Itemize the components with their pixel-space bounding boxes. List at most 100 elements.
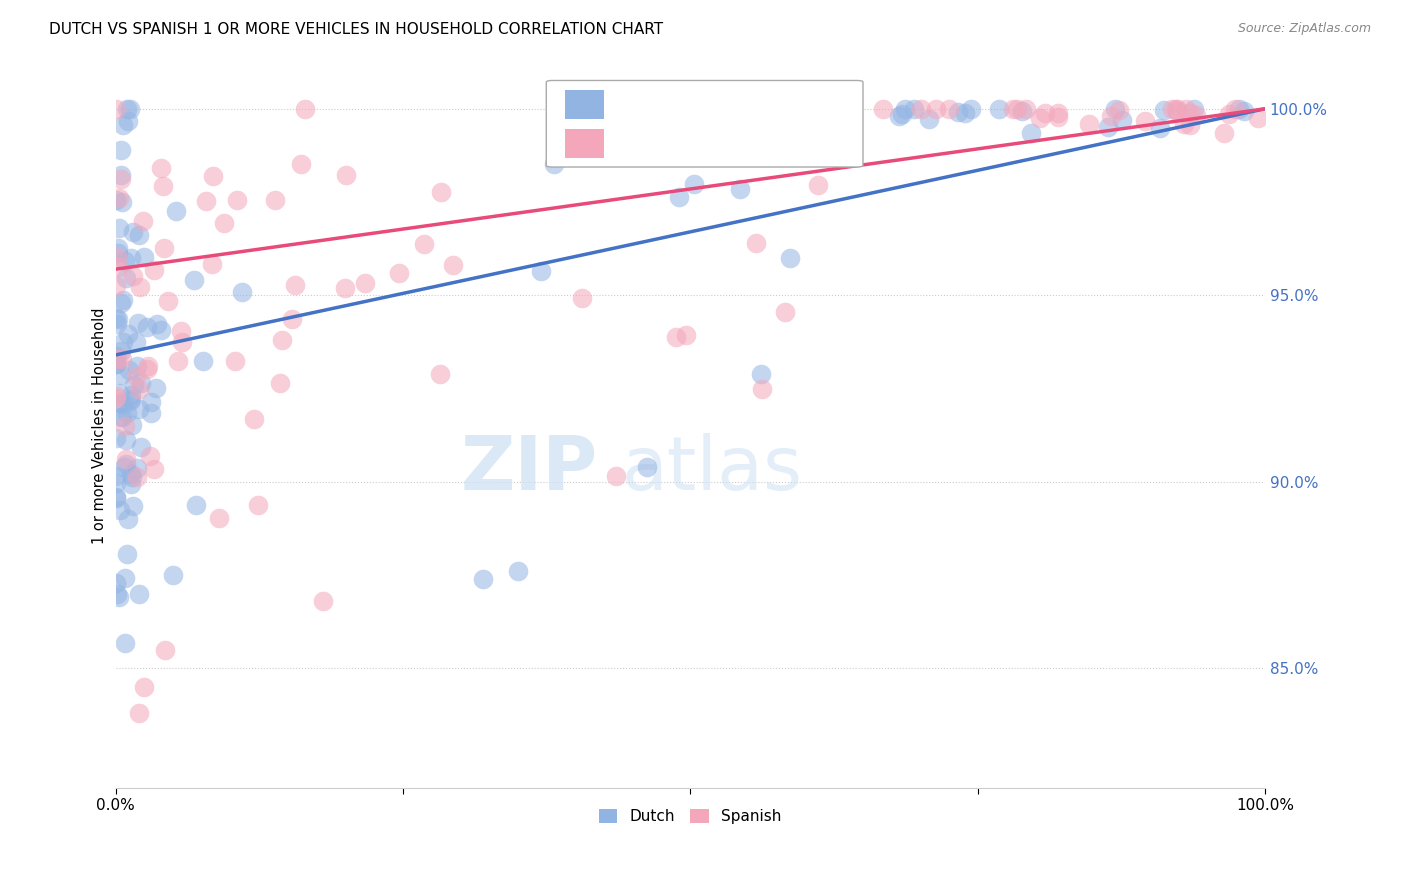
Point [166, 353, 188, 368]
Point [105, 317, 128, 331]
Point [121, 417, 143, 432]
Point [115, 271, 138, 285]
Point [1173, 117, 1195, 131]
Point [107, 312, 129, 326]
Point [120, 387, 142, 401]
Point [105, 278, 128, 293]
Point [194, 194, 217, 209]
Point [1166, 102, 1188, 116]
Point [335, 168, 357, 182]
Point [108, 191, 131, 205]
Point [1225, 102, 1247, 116]
Point [104, 389, 127, 403]
Text: atlas: atlas [621, 433, 803, 506]
Point [122, 225, 145, 239]
Point [105, 490, 128, 504]
Point [668, 190, 690, 204]
Point [107, 260, 129, 275]
Point [208, 510, 231, 524]
Point [114, 636, 136, 650]
Point [107, 246, 129, 260]
Point [117, 512, 139, 526]
Point [128, 587, 150, 601]
Point [1178, 118, 1201, 132]
Point [224, 353, 246, 368]
Point [156, 294, 179, 309]
Point [749, 368, 772, 382]
Y-axis label: 1 or more Vehicles in Household: 1 or more Vehicles in Household [93, 308, 107, 544]
Point [105, 311, 128, 326]
Point [335, 281, 357, 295]
Point [115, 433, 138, 447]
Point [170, 325, 193, 339]
Point [1019, 127, 1042, 141]
Point [110, 344, 132, 359]
Point [122, 499, 145, 513]
Point [136, 319, 159, 334]
Point [120, 251, 142, 265]
Point [134, 680, 156, 694]
Point [910, 102, 932, 116]
Point [918, 112, 941, 127]
Point [111, 397, 134, 411]
Point [872, 102, 894, 116]
Point [1166, 102, 1188, 116]
Point [894, 102, 917, 116]
Point [105, 250, 128, 264]
Point [1178, 105, 1201, 120]
Point [115, 452, 138, 467]
Point [1035, 106, 1057, 120]
Point [1111, 112, 1133, 127]
Point [1166, 103, 1188, 118]
Point [938, 102, 960, 116]
Point [1108, 103, 1130, 118]
Point [1005, 102, 1028, 116]
Point [281, 311, 304, 326]
Point [153, 643, 176, 657]
Point [294, 102, 316, 116]
Point [152, 241, 174, 255]
Point [104, 352, 127, 367]
Point [139, 395, 162, 409]
Point [170, 335, 193, 350]
Point [111, 410, 134, 425]
Point [1047, 106, 1070, 120]
Point [683, 178, 706, 192]
Point [104, 391, 127, 405]
Point [166, 203, 188, 218]
Point [117, 327, 139, 342]
Point [136, 359, 159, 374]
Point [429, 367, 451, 381]
Point [1011, 104, 1033, 119]
Point [128, 401, 150, 416]
Point [543, 157, 565, 171]
Point [115, 406, 138, 420]
Point [243, 412, 266, 426]
Point [271, 333, 294, 347]
Point [129, 280, 152, 294]
Point [832, 102, 855, 116]
Point [1232, 104, 1254, 119]
Point [149, 161, 172, 175]
Point [1028, 112, 1050, 126]
Point [1077, 117, 1099, 131]
Point [111, 118, 134, 132]
Point [797, 104, 820, 119]
Point [269, 376, 291, 390]
Point [1174, 102, 1197, 116]
Point [246, 498, 269, 512]
Point [105, 586, 128, 600]
Point [1182, 102, 1205, 116]
Point [388, 266, 411, 280]
Point [152, 179, 174, 194]
Point [105, 575, 128, 590]
Point [145, 317, 167, 331]
Point [105, 431, 128, 445]
Point [110, 368, 132, 382]
Point [127, 461, 149, 475]
Point [1185, 108, 1208, 122]
Point [413, 237, 436, 252]
Point [139, 449, 162, 463]
Point [430, 185, 453, 199]
Point [114, 571, 136, 585]
